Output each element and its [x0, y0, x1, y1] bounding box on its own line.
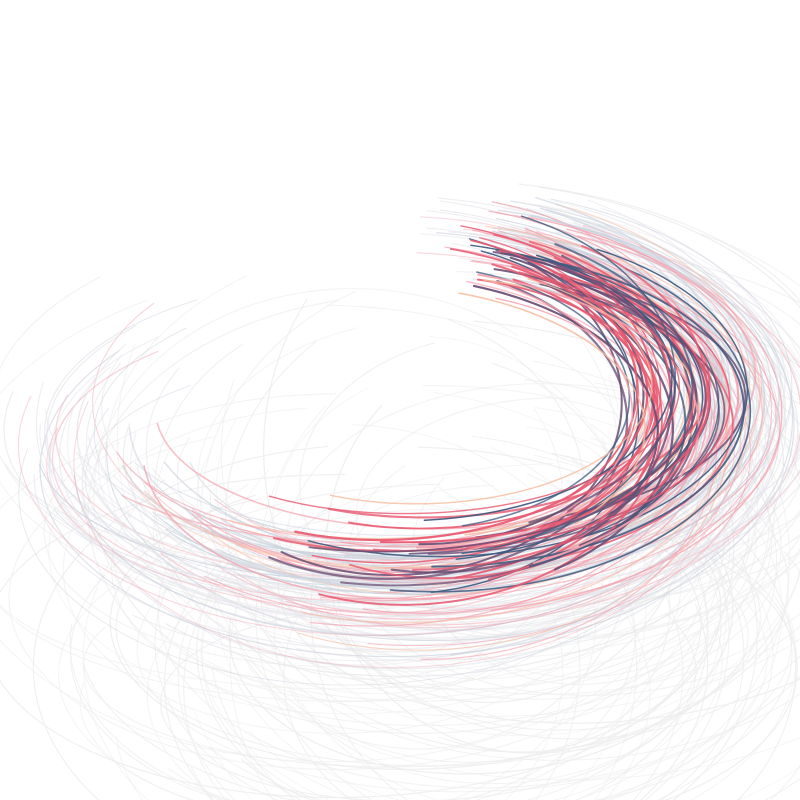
- bold-strand: [372, 266, 731, 552]
- ghost-strand: [193, 336, 647, 800]
- bold-strand: [423, 254, 673, 522]
- ghost-strand: [277, 395, 800, 724]
- faint-strand: [267, 233, 786, 594]
- faint-strand: [46, 231, 800, 602]
- ghost-strand: [111, 428, 800, 718]
- ghost-strand: [283, 501, 745, 800]
- mid-strand: [143, 225, 751, 569]
- bold-strand: [329, 278, 653, 505]
- bold-strand: [308, 251, 707, 553]
- ghost-strand: [196, 510, 800, 800]
- bold-strand: [412, 245, 709, 571]
- bold-strand: [415, 265, 740, 549]
- mid-strand: [445, 265, 777, 586]
- mid-strand: [420, 247, 718, 661]
- ghost-strand: [272, 387, 693, 680]
- ghost-strand: [109, 446, 722, 770]
- ghost-strand: [255, 434, 800, 800]
- bold-strand: [528, 243, 694, 540]
- faint-strand: [165, 277, 785, 677]
- ghost-strand: [245, 362, 633, 750]
- bold-strand: [268, 271, 681, 515]
- ghost-strand: [227, 388, 800, 761]
- faint-strand: [46, 228, 800, 614]
- ghost-strand: [263, 298, 701, 704]
- ghost-strand: [32, 445, 709, 800]
- bold-strand: [389, 267, 752, 593]
- bold-strand: [477, 273, 700, 564]
- bold-strand: [462, 281, 634, 552]
- faint-strand: [67, 248, 800, 640]
- faint-strand: [73, 217, 750, 637]
- mid-strand: [191, 231, 732, 565]
- bold-strand: [307, 248, 749, 558]
- faint-strand: [48, 255, 787, 622]
- faint-strand: [281, 230, 781, 631]
- faint-strand: [81, 222, 770, 670]
- bold-strand: [470, 239, 638, 495]
- bold-strand: [465, 233, 672, 550]
- ghost-strand: [207, 459, 708, 800]
- ghost-strand: [201, 538, 774, 800]
- ghost-strand: [419, 438, 776, 686]
- ghost-strand: [83, 525, 749, 768]
- faint-strand: [76, 186, 800, 614]
- ghost-strand: [43, 393, 650, 668]
- faint-strand: [229, 207, 779, 642]
- ghost-strand: [235, 463, 800, 781]
- bold-strand: [349, 240, 691, 580]
- faint-strand: [85, 231, 767, 625]
- ghost-strand: [115, 501, 651, 800]
- mid-strand: [216, 233, 780, 591]
- ghost-strand: [310, 522, 758, 800]
- ghost-strand: [241, 513, 798, 800]
- ghost-strand: [157, 483, 800, 789]
- faint-strand: [97, 249, 799, 638]
- ghost-strand: [183, 473, 684, 800]
- ghost-strand: [211, 495, 730, 800]
- mid-strand: [226, 215, 766, 596]
- ghost-strand: [164, 503, 797, 800]
- bold-strand-layer: [268, 215, 752, 606]
- mid-strand: [279, 201, 706, 584]
- ghost-strand: [337, 489, 790, 731]
- mid-strand: [192, 270, 716, 574]
- ghost-strand: [69, 498, 636, 800]
- faint-strand: [106, 200, 794, 642]
- ghost-strand: [229, 519, 638, 800]
- bold-strand: [461, 271, 631, 527]
- ghost-strand: [438, 382, 777, 754]
- mid-strand: [220, 248, 726, 570]
- ghost-strand: [79, 548, 768, 800]
- ghost-strand: [177, 551, 800, 800]
- bold-strand: [318, 249, 663, 606]
- faint-strand: [145, 213, 800, 631]
- ghost-strand: [167, 424, 597, 800]
- ghost-strand: [241, 271, 800, 695]
- ghost-strand: [58, 540, 723, 800]
- ghost-strand: [248, 302, 800, 737]
- faint-strand: [296, 230, 800, 662]
- ghost-strand: [228, 452, 734, 775]
- faint-strand: [0, 237, 758, 604]
- bold-strand: [561, 293, 734, 558]
